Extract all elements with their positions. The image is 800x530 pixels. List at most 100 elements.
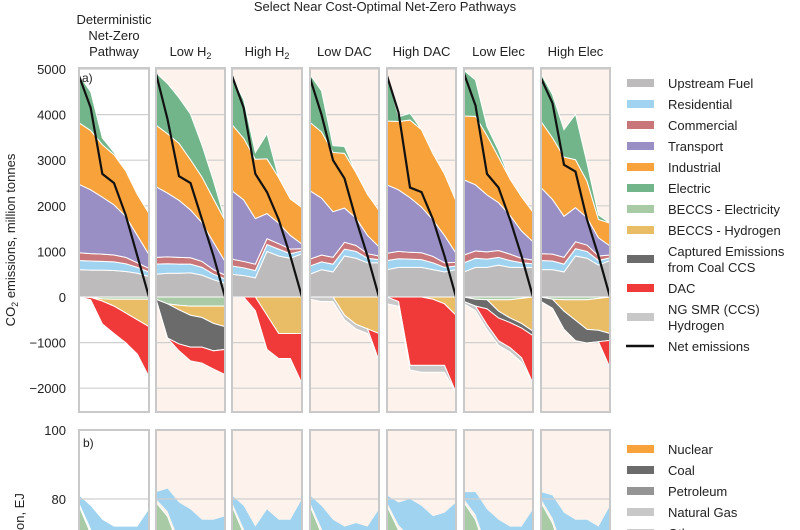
panel-b: b)	[78, 429, 150, 530]
panel-low-h2	[155, 67, 226, 413]
area-residential	[464, 492, 533, 530]
area-upstream-fuel	[464, 264, 533, 298]
y-tick-label: −1000	[29, 336, 66, 351]
legend-swatch	[627, 255, 654, 263]
panel-b	[386, 429, 457, 530]
y-tick-label: −2000	[29, 381, 66, 396]
y-tick-label: 2000	[37, 199, 66, 214]
legend-label: Commercial	[668, 118, 737, 133]
legend-swatch	[627, 487, 654, 495]
area-beccs	[541, 501, 556, 530]
area-beccs	[156, 501, 174, 530]
legend-item: Commercial	[627, 118, 737, 133]
panel-frame	[309, 67, 380, 413]
legend-label: Electric	[668, 181, 711, 196]
legend-item: Coal	[627, 463, 695, 478]
legend-label: NG SMR (CCS)	[668, 302, 760, 317]
panel-low-dac	[309, 67, 380, 413]
area-residential	[541, 492, 610, 530]
panel-frame	[231, 67, 303, 413]
legend-label: Upstream Fuel	[668, 76, 753, 91]
area-beccs	[464, 501, 480, 530]
legend-swatch	[627, 445, 654, 453]
area-electric	[79, 74, 149, 214]
legend-item: DAC	[627, 281, 695, 296]
area-dac	[232, 296, 302, 384]
panel-frame	[309, 429, 380, 530]
y-tick-label: 100	[44, 423, 66, 438]
chart-title: Select Near Cost-Optimal Net-Zero Pathwa…	[254, 0, 517, 14]
legend-item: Oth...	[627, 526, 700, 530]
legend-label: Transport	[668, 139, 724, 154]
area-beccs	[387, 505, 400, 530]
panel-high-h2	[231, 67, 303, 413]
y-tick-label: 5000	[37, 62, 66, 77]
legend-label: Industrial	[668, 160, 721, 175]
y-tick-label: 1000	[37, 244, 66, 259]
legend-item: Transport	[627, 139, 724, 154]
column-title: Pathway	[89, 44, 139, 59]
panel-frame	[540, 429, 611, 530]
legend-label: from Coal CCS	[668, 260, 756, 275]
column-title: High Elec	[548, 44, 604, 59]
panel-frame	[155, 67, 226, 413]
legend-label: BECCS - Hydrogen	[668, 223, 781, 238]
area-ng-smr-ccs-hydrogen	[310, 296, 379, 362]
legend-label: Petroleum	[668, 484, 727, 499]
legend-label: Captured Emissions	[668, 244, 785, 259]
legend-swatch	[627, 226, 654, 234]
panel-deterministic-net-zero-pathway: a)	[78, 67, 150, 413]
net-emissions-line	[232, 75, 302, 298]
legend-item: Nuclear	[627, 442, 713, 457]
legend-label: DAC	[668, 281, 695, 296]
legend-b: Nuclear Coal Petroleum Natural Gas Oth...	[627, 442, 738, 530]
legend-item: BECCS - Hydrogen	[627, 223, 781, 238]
area-ng-smr-ccs-hydrogen	[464, 301, 533, 384]
panel-b	[540, 429, 611, 530]
y-axis-b: 100 80 on, EJ	[12, 423, 66, 530]
net-emissions-line	[310, 77, 379, 298]
y-tick-label: 80	[52, 492, 66, 507]
legend-label: Nuclear	[668, 442, 713, 457]
panel-high-dac	[386, 67, 457, 413]
column-title: High H2	[245, 44, 290, 61]
panel-frame	[463, 67, 534, 413]
panel-b	[463, 429, 534, 530]
panel-b	[155, 429, 226, 530]
legend-swatch	[627, 508, 654, 516]
net-emissions-line	[464, 73, 533, 298]
legend-swatch	[627, 466, 654, 474]
legend-swatch	[627, 142, 654, 150]
area-electric	[541, 73, 610, 224]
legend-swatch	[627, 79, 654, 87]
area-ng-smr-ccs-hydrogen	[387, 296, 456, 394]
panel-frame	[386, 429, 457, 530]
panel-b	[231, 429, 303, 530]
legend-label: Net emissions	[668, 339, 750, 354]
area-beccs	[232, 505, 243, 530]
legend-item: NG SMR (CCS)Hydrogen	[627, 302, 760, 333]
net-emissions-line	[541, 77, 610, 298]
panel-low-elec	[463, 67, 534, 413]
net-emissions-line	[156, 73, 225, 298]
area-residential	[310, 495, 379, 530]
area-residential	[387, 495, 456, 530]
legend-swatch	[627, 100, 654, 108]
legend-label: Coal	[668, 463, 695, 478]
legend-item: Electric	[627, 181, 711, 196]
column-title: Deterministic	[76, 12, 152, 27]
panel-frame	[463, 429, 534, 530]
area-beccs	[79, 505, 90, 530]
column-title: Low Elec	[472, 44, 525, 59]
legend-item: Upstream Fuel	[627, 76, 753, 91]
legend-swatch	[627, 313, 654, 321]
legend-label: Natural Gas	[668, 505, 738, 520]
legend-item: Net emissions	[626, 339, 750, 354]
panel-frame	[540, 67, 611, 413]
area-dac	[541, 301, 610, 368]
legend-label: Residential	[668, 97, 732, 112]
panel-frame	[78, 67, 150, 413]
area-residential	[232, 495, 302, 530]
